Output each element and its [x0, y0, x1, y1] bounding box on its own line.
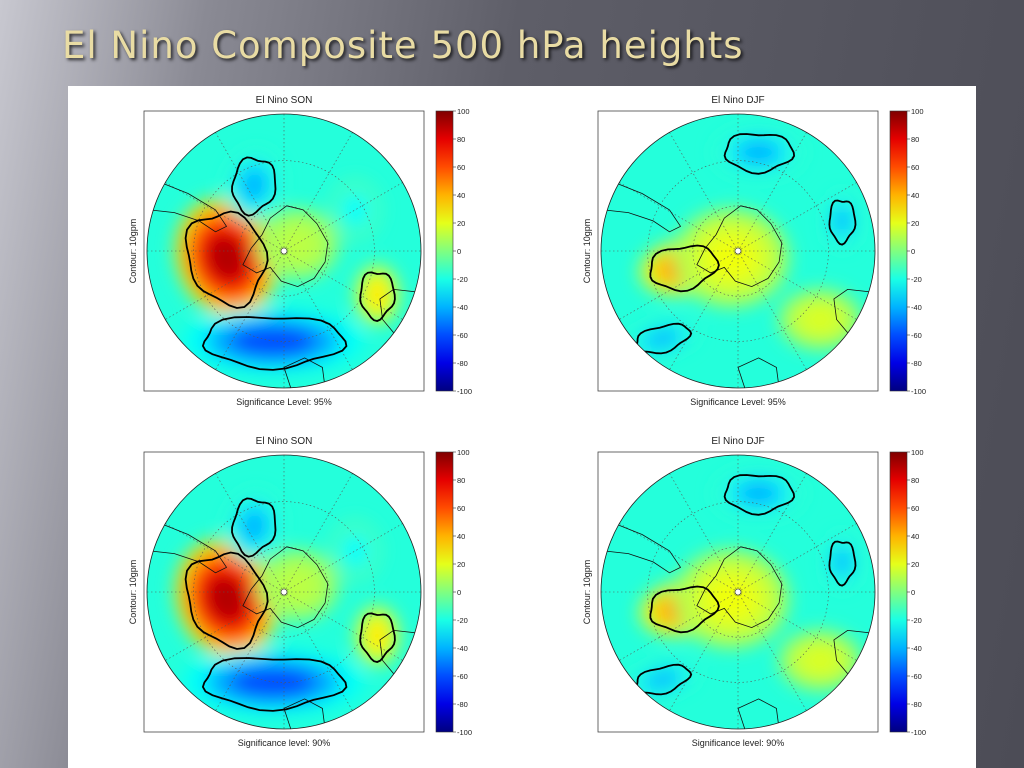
colorbar-tick-label: 100	[911, 107, 924, 116]
colorbar-tick-label: -80	[457, 359, 468, 368]
chart-panel-2: El Nino DJF Contour: 10gpm Significance Le…	[522, 86, 976, 426]
south-pole-marker	[734, 247, 742, 255]
positive-anomaly-region	[256, 208, 339, 280]
colorbar-tick-label: -100	[457, 728, 472, 737]
negative-anomaly-region	[330, 179, 380, 240]
positive-anomaly-region	[673, 549, 789, 649]
colorbar-tick-label: -80	[911, 700, 922, 709]
colorbar-tick-label: 0	[911, 588, 915, 597]
colorbar-tick-label: -40	[457, 303, 468, 312]
positive-anomaly-region	[175, 198, 278, 317]
chart-svg: El Nino SON Contour: 10gpm Significance Le…	[128, 95, 472, 407]
colorbar-tick-label: 60	[911, 504, 919, 513]
south-pole-marker	[280, 247, 288, 255]
colorbar-tick-label: 20	[911, 560, 919, 569]
colorbar-tick-label: 100	[911, 448, 924, 457]
colorbar-tick-label: 100	[457, 107, 470, 116]
positive-anomaly-region	[673, 208, 789, 308]
colorbar	[889, 110, 908, 392]
colorbar-tick-label: 80	[457, 135, 465, 144]
colorbar-tick-label: -60	[457, 331, 468, 340]
chart-svg: El Nino DJF Contour: 10gpm Significance le…	[582, 436, 926, 748]
negative-anomaly-region	[182, 308, 364, 375]
map-edge	[146, 454, 422, 730]
colorbar-tick-label: 0	[457, 247, 461, 256]
south-pole-marker	[280, 588, 288, 596]
significance-contour	[184, 497, 396, 712]
significance-contour	[635, 133, 857, 355]
negative-anomaly-region	[627, 320, 698, 358]
colorbar-tick-label: -20	[457, 275, 468, 284]
map-edge	[600, 454, 876, 730]
negative-anomaly-region	[627, 661, 698, 699]
colorbar-tick-label: -40	[911, 303, 922, 312]
x-axis-label: Significance Level: 95%	[236, 397, 332, 407]
colorbar	[435, 451, 454, 733]
colorbar-tick-label: -60	[911, 672, 922, 681]
colorbar-tick-label: 40	[457, 191, 465, 200]
chart-panel-4: El Nino DJF Contour: 10gpm Significance le…	[522, 427, 976, 767]
colorbar	[889, 451, 908, 733]
colorbar-tick-label: 0	[911, 247, 915, 256]
significance-contour	[184, 156, 396, 371]
colorbar-tick-label: -80	[457, 700, 468, 709]
colorbar-tick-label: -20	[911, 616, 922, 625]
colorbar	[435, 110, 454, 392]
chart-svg: El Nino SON Contour: 10gpm Significance le…	[128, 436, 472, 748]
y-axis-label: Contour: 10gpm	[582, 219, 592, 284]
colorbar-tick-label: -100	[911, 387, 926, 396]
colorbar-tick-label: 40	[911, 191, 919, 200]
chart-title: El Nino SON	[256, 436, 313, 447]
chart-svg: El Nino DJF Contour: 10gpm Significance Le…	[582, 95, 926, 407]
y-axis-label: Contour: 10gpm	[128, 560, 138, 625]
map-edge	[146, 113, 422, 389]
colorbar-tick-label: 40	[911, 532, 919, 541]
colorbar-tick-label: 80	[911, 476, 919, 485]
y-axis-label: Contour: 10gpm	[128, 219, 138, 284]
chart-title: El Nino DJF	[711, 95, 764, 106]
negative-anomaly-region	[226, 149, 282, 221]
colorbar-tick-label: 40	[457, 532, 465, 541]
colorbar-tick-label: 80	[911, 135, 919, 144]
south-pole-marker	[734, 588, 742, 596]
y-axis-label: Contour: 10gpm	[582, 560, 592, 625]
colorbar-tick-label: -80	[911, 359, 922, 368]
colorbar-tick-label: -20	[457, 616, 468, 625]
colorbar-tick-label: -100	[457, 387, 472, 396]
colorbar-tick-label: -60	[911, 331, 922, 340]
chart-panel-3: El Nino SON Contour: 10gpm Significance le…	[68, 427, 522, 767]
chart-title: El Nino SON	[256, 95, 313, 106]
colorbar-tick-label: -40	[911, 644, 922, 653]
colorbar-tick-label: 100	[457, 448, 470, 457]
colorbar-tick-label: 60	[457, 504, 465, 513]
colorbar-tick-label: 20	[457, 219, 465, 228]
colorbar-tick-label: 60	[911, 163, 919, 172]
colorbar-tick-label: 80	[457, 476, 465, 485]
colorbar-tick-label: 20	[457, 560, 465, 569]
x-axis-label: Significance Level: 95%	[690, 397, 786, 407]
slide-title: El Nino Composite 500 hPa heights	[62, 24, 744, 67]
negative-anomaly-region	[330, 520, 380, 581]
x-axis-label: Significance level: 90%	[692, 738, 785, 748]
colorbar-tick-label: 20	[911, 219, 919, 228]
colorbar-tick-label: -40	[457, 644, 468, 653]
colorbar-tick-label: -100	[911, 728, 926, 737]
x-axis-label: Significance level: 90%	[238, 738, 331, 748]
chart-panel-1: El Nino SON Contour: 10gpm Significance Le…	[68, 86, 522, 426]
positive-anomaly-region	[779, 289, 862, 350]
figure-area: El Nino SON Contour: 10gpm Significance Le…	[68, 86, 976, 768]
positive-anomaly-region	[256, 549, 339, 621]
colorbar-tick-label: 60	[457, 163, 465, 172]
chart-title: El Nino DJF	[711, 436, 764, 447]
positive-anomaly-region	[779, 630, 862, 691]
colorbar-tick-label: -20	[911, 275, 922, 284]
colorbar-tick-label: 0	[457, 588, 461, 597]
map-edge	[600, 113, 876, 389]
colorbar-tick-label: -60	[457, 672, 468, 681]
coastlines	[603, 181, 873, 388]
negative-anomaly-region	[182, 649, 364, 716]
